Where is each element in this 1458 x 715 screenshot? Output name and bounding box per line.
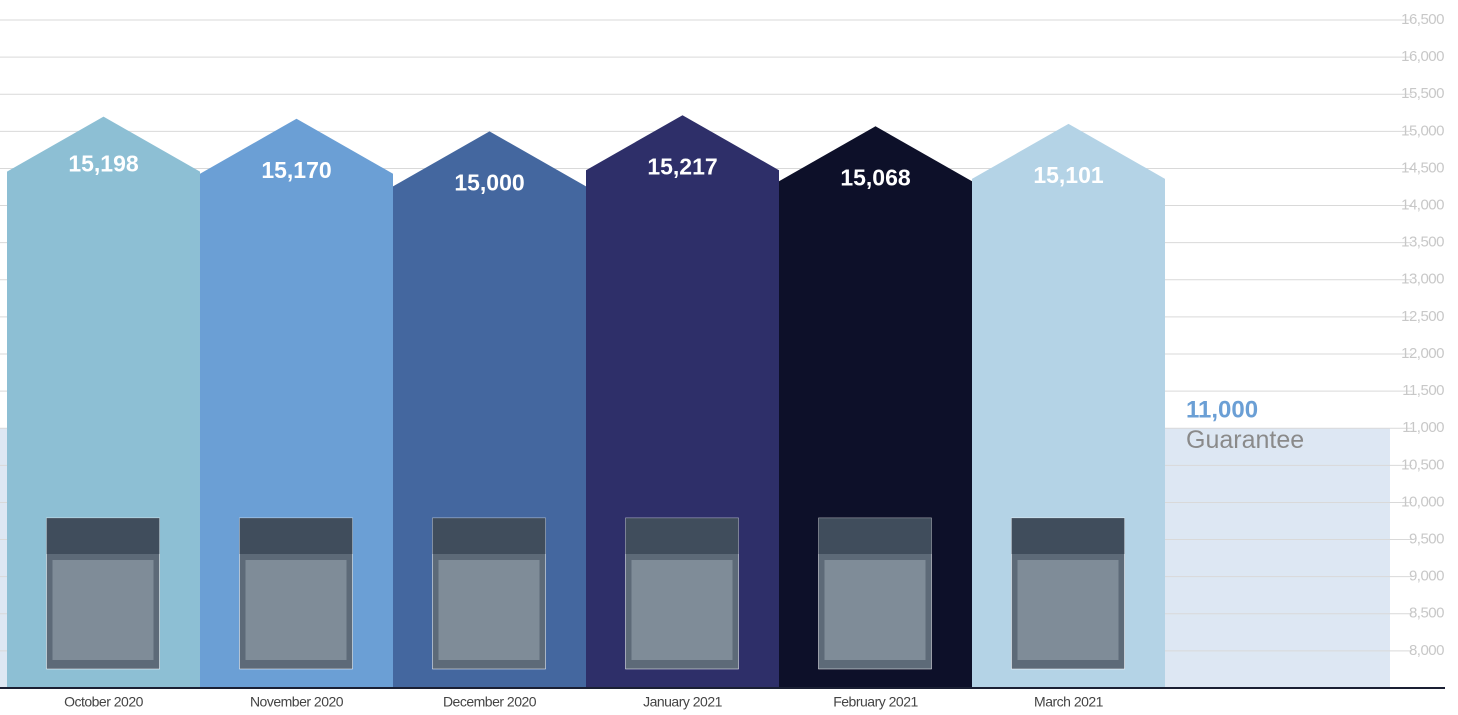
value-label: 15,217	[647, 153, 717, 179]
y-tick-label: 14,500	[1401, 159, 1444, 176]
y-tick-label: 10,000	[1401, 493, 1444, 510]
guarantee-text: Guarantee	[1186, 426, 1304, 454]
guarantee-value: 11,000	[1186, 397, 1258, 424]
cover-photo	[824, 560, 926, 660]
cover-photo	[438, 560, 540, 660]
cover-band	[625, 518, 739, 554]
x-tick-label: December 2020	[443, 694, 537, 710]
y-tick-label: 9,000	[1409, 568, 1444, 585]
cover-photo	[631, 560, 733, 660]
value-label: 15,170	[261, 157, 331, 183]
cover-band	[818, 518, 932, 554]
y-tick-label: 13,500	[1401, 234, 1444, 251]
x-tick-label: January 2021	[643, 694, 723, 710]
cover-band	[1011, 518, 1125, 554]
y-tick-label: 12,500	[1401, 308, 1444, 325]
y-tick-label: 14,000	[1401, 197, 1444, 214]
value-label: 15,101	[1033, 162, 1104, 188]
y-tick-label: 11,000	[1402, 419, 1444, 436]
cover-photo	[1017, 560, 1119, 660]
y-tick-label: 12,000	[1401, 345, 1444, 362]
value-label: 15,000	[454, 169, 524, 195]
x-tick-label: October 2020	[64, 694, 144, 710]
x-tick-label: February 2021	[833, 694, 918, 710]
value-label: 15,068	[840, 164, 911, 190]
cover-photo	[245, 560, 347, 660]
cover-band	[46, 518, 160, 554]
y-tick-label: 15,500	[1401, 85, 1444, 102]
y-tick-label: 15,000	[1401, 122, 1444, 139]
y-tick-label: 8,500	[1409, 605, 1444, 622]
y-tick-label: 16,000	[1401, 48, 1444, 65]
y-tick-label: 8,000	[1409, 642, 1444, 659]
x-tick-label: November 2020	[250, 694, 344, 710]
cover-photo	[52, 560, 154, 660]
cover-band	[239, 518, 353, 554]
value-label: 15,198	[68, 151, 139, 177]
x-tick-label: March 2021	[1034, 694, 1104, 710]
cover-band	[432, 518, 546, 554]
y-tick-label: 9,500	[1409, 531, 1444, 548]
y-tick-label: 16,500	[1401, 11, 1444, 28]
y-tick-label: 13,000	[1401, 271, 1444, 288]
y-tick-label: 10,500	[1401, 456, 1444, 473]
y-tick-label: 11,500	[1402, 382, 1444, 399]
